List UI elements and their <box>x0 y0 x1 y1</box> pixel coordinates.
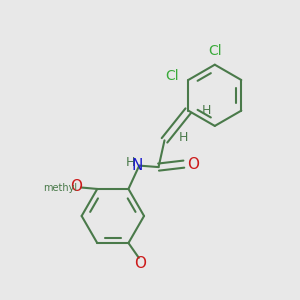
Text: Cl: Cl <box>165 68 179 83</box>
Text: N: N <box>131 158 142 172</box>
Text: Cl: Cl <box>208 44 222 58</box>
Text: H: H <box>126 156 136 169</box>
Text: H: H <box>201 104 211 117</box>
Text: O: O <box>187 157 199 172</box>
Text: H: H <box>179 131 188 144</box>
Text: O: O <box>134 256 146 271</box>
Text: O: O <box>70 179 83 194</box>
Text: methyl: methyl <box>44 183 78 193</box>
